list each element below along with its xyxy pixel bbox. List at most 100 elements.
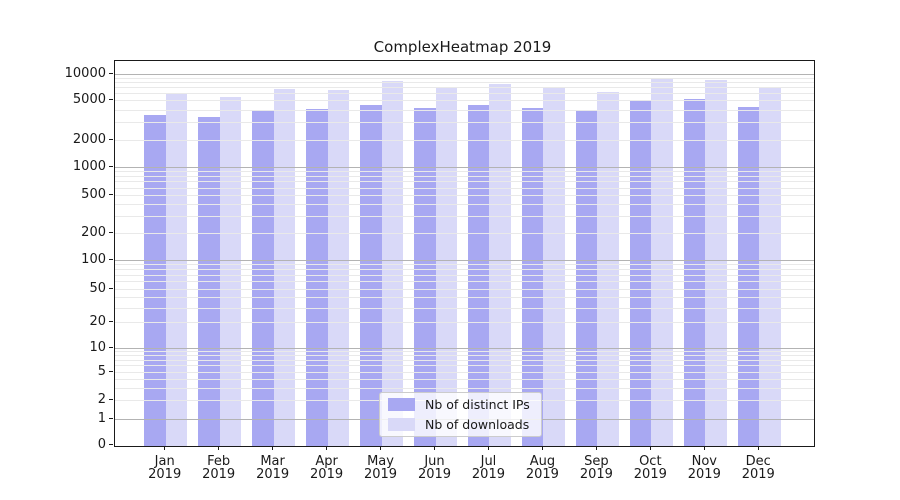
x-tick-month: Jan (154, 453, 175, 469)
x-tick-year: 2019 (687, 467, 721, 482)
grid-line-minor (114, 365, 814, 367)
x-tick-year: 2019 (741, 467, 775, 482)
grid-line-minor (114, 274, 814, 276)
y-tick-label: 0 (97, 437, 106, 452)
y-tick-mark (109, 193, 113, 195)
y-tick-mark (109, 417, 113, 419)
grid-line-minor (114, 307, 814, 309)
y-tick-label: 2000 (72, 131, 106, 147)
x-tick-mark (218, 446, 220, 450)
y-tick-label: 1 (97, 410, 106, 426)
y-tick-mark (109, 259, 113, 260)
bar-distinct-ips (629, 101, 652, 446)
grid-line-minor (114, 176, 814, 177)
x-tick-label: Nov 2019 (672, 453, 736, 482)
grid-line-major (114, 260, 814, 261)
grid-line-minor (114, 281, 814, 283)
grid-line-major (114, 166, 814, 168)
y-tick-mark (109, 444, 113, 445)
y-tick-label: 5000 (72, 92, 106, 107)
bar-downloads (381, 80, 404, 446)
x-tick-year: 2019 (148, 467, 182, 482)
x-tick-mark (434, 446, 435, 450)
x-tick-mark (487, 446, 489, 450)
y-tick-mark (109, 99, 113, 100)
legend-label-downloads: Nb of downloads (425, 417, 530, 432)
y-tick-label: 5 (97, 363, 106, 379)
x-tick-month: Oct (639, 453, 662, 469)
grid-line-minor (114, 187, 814, 189)
x-tick-month: Mar (260, 453, 285, 469)
x-tick-year: 2019 (471, 467, 505, 482)
grid-line-minor (114, 387, 814, 389)
grid-line-minor (114, 264, 814, 266)
grid-line-minor (114, 215, 814, 217)
grid-line-minor (114, 93, 814, 95)
x-tick-mark (272, 446, 274, 450)
bar-downloads (273, 88, 296, 446)
bar-downloads (219, 97, 242, 446)
grid-line-minor (114, 351, 814, 353)
x-tick-label: Aug 2019 (510, 453, 574, 482)
y-tick-label: 50 (89, 280, 106, 296)
x-tick-mark (326, 446, 328, 450)
y-tick-mark (109, 370, 113, 372)
x-tick-label: Apr 2019 (295, 453, 359, 482)
grid-line-major (114, 347, 814, 349)
grid-line-minor (114, 109, 814, 111)
x-tick-year: 2019 (633, 467, 667, 482)
y-tick-label: 2 (97, 392, 106, 408)
x-tick-year: 2019 (579, 467, 613, 482)
x-tick-month: Aug (529, 453, 556, 469)
y-tick-label: 500 (81, 186, 106, 202)
legend-swatch-distinct-ips (388, 398, 415, 411)
bar-downloads (651, 78, 673, 446)
y-tick-mark (109, 321, 113, 323)
y-tick-mark (109, 231, 113, 233)
y-tick-label: 10000 (64, 65, 106, 81)
grid-line-minor (114, 77, 814, 79)
legend-entry-downloads: Nb of downloads (388, 417, 541, 432)
x-tick-month: Apr (315, 453, 338, 469)
x-tick-year: 2019 (310, 467, 344, 482)
y-tick-mark (109, 399, 113, 401)
x-tick-month: Jun (424, 453, 445, 469)
bar-distinct-ips (252, 110, 274, 446)
plot-area (113, 59, 815, 447)
x-tick-label: Mar 2019 (241, 453, 305, 482)
grid-line-minor (114, 269, 814, 271)
grid-line-minor (114, 204, 814, 206)
grid-line-minor (114, 288, 814, 290)
grid-line-minor (114, 100, 814, 101)
grid-line-minor (114, 322, 814, 324)
bar-distinct-ips (683, 99, 706, 446)
y-tick-label: 100 (81, 252, 106, 267)
x-tick-month: Dec (745, 453, 771, 469)
x-tick-mark (757, 446, 759, 450)
y-tick-mark (109, 72, 113, 74)
grid-line-major (114, 73, 814, 75)
grid-line-minor (114, 82, 814, 84)
x-tick-month: Nov (691, 453, 717, 469)
grid-line-minor (114, 232, 814, 234)
y-tick-label: 1000 (72, 158, 106, 174)
chart-title: ComplexHeatmap 2019 (373, 38, 552, 56)
y-tick-label: 20 (89, 314, 106, 330)
y-tick-mark (109, 346, 113, 348)
grid-line-minor (114, 87, 814, 89)
grid-line-minor (114, 371, 814, 373)
x-tick-label: Sep 2019 (564, 454, 628, 482)
x-tick-mark (649, 446, 651, 450)
legend-label-distinct-ips: Nb of distinct IPs (425, 397, 530, 412)
grid-line-minor (114, 297, 814, 299)
bar-downloads (543, 87, 565, 446)
grid-line-minor (114, 171, 814, 173)
x-tick-label: Jan 2019 (133, 453, 197, 482)
bar-downloads (327, 90, 350, 446)
legend: Nb of distinct IPs Nb of downloads (379, 392, 542, 437)
bar-distinct-ips (521, 107, 544, 446)
x-tick-mark (703, 446, 705, 450)
y-tick-label: 10 (89, 339, 106, 355)
bar-distinct-ips (306, 109, 328, 446)
